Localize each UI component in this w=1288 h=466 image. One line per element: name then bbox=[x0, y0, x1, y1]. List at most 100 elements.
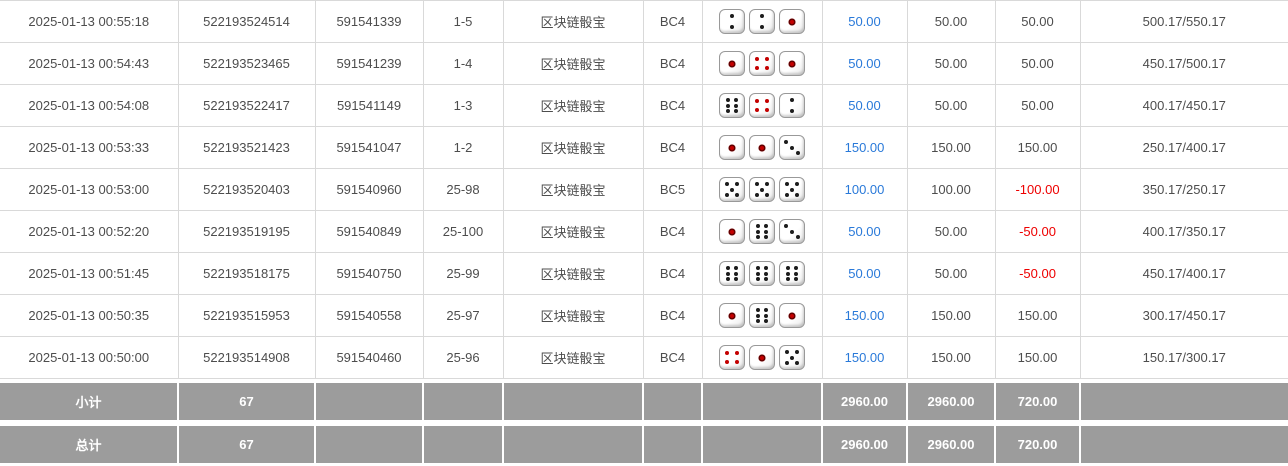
die-pip bbox=[756, 277, 761, 282]
bet-amount-link[interactable]: 50.00 bbox=[848, 98, 881, 113]
die-pip bbox=[733, 109, 738, 114]
die-pip bbox=[790, 187, 794, 192]
game-name-cell: 区块链骰宝 bbox=[502, 0, 644, 43]
die-pip bbox=[793, 265, 798, 270]
die-pip bbox=[733, 103, 738, 108]
summary-count-cell: 67 bbox=[177, 381, 316, 422]
die-6-icon bbox=[719, 261, 745, 286]
die-pip bbox=[726, 97, 731, 102]
die-6-icon bbox=[779, 261, 805, 286]
die-4-icon bbox=[749, 51, 775, 76]
die-pip bbox=[760, 187, 764, 192]
die-pip bbox=[786, 277, 791, 282]
summary-empty-cell bbox=[422, 381, 504, 422]
die-pip bbox=[735, 182, 740, 187]
bet-amount-link[interactable]: 150.00 bbox=[844, 140, 885, 155]
die-pip bbox=[763, 265, 768, 270]
die-pip bbox=[784, 350, 789, 355]
die-pip bbox=[728, 60, 736, 67]
die-pip bbox=[795, 182, 800, 187]
game-name-cell: 区块链骰宝 bbox=[502, 210, 644, 253]
dice-result-cell bbox=[701, 168, 823, 211]
die-pip bbox=[790, 98, 794, 103]
die-5-icon bbox=[779, 177, 805, 202]
die-2-icon bbox=[749, 9, 775, 34]
round-id-cell: 591540460 bbox=[314, 336, 424, 379]
die-pip bbox=[763, 271, 768, 276]
die-pip bbox=[724, 182, 729, 187]
summary-valid-bet-total-cell: 2960.00 bbox=[906, 381, 996, 422]
round-cell: 1-2 bbox=[422, 126, 504, 169]
summary-empty-cell bbox=[701, 381, 823, 422]
dice-result-icons bbox=[717, 177, 807, 202]
win-loss-cell: 150.00 bbox=[994, 294, 1081, 337]
die-pip bbox=[755, 98, 760, 103]
win-loss-cell: -50.00 bbox=[994, 210, 1081, 253]
game-name-cell: 区块链骰宝 bbox=[502, 252, 644, 295]
die-3-icon bbox=[779, 219, 805, 244]
bet-amount-cell: 150.00 bbox=[821, 294, 908, 337]
table-row: 2025-01-13 00:50:00 522193514908 591540460… bbox=[0, 336, 1288, 379]
round-id-cell: 591540750 bbox=[314, 252, 424, 295]
table-row: 2025-01-13 00:55:18 522193524514 591541339… bbox=[0, 0, 1288, 43]
bet-amount-link[interactable]: 50.00 bbox=[848, 56, 881, 71]
dice-result-cell bbox=[701, 336, 823, 379]
die-pip bbox=[765, 192, 770, 197]
win-loss-cell: 150.00 bbox=[994, 336, 1081, 379]
order-number-cell: 522193514908 bbox=[177, 336, 316, 379]
die-pip bbox=[763, 223, 768, 228]
round-cell: 25-98 bbox=[422, 168, 504, 211]
bet-amount-link[interactable]: 50.00 bbox=[848, 224, 881, 239]
die-pip bbox=[725, 360, 730, 365]
summary-empty-cell bbox=[422, 424, 504, 465]
die-pip bbox=[730, 187, 734, 192]
summary-win-loss-total-cell: 720.00 bbox=[994, 424, 1081, 465]
game-name-cell: 区块链骰宝 bbox=[502, 126, 644, 169]
bet-amount-link[interactable]: 150.00 bbox=[844, 350, 885, 365]
die-pip bbox=[730, 14, 734, 19]
balance-cell: 400.17/450.17 bbox=[1079, 84, 1288, 127]
dice-result-cell bbox=[701, 294, 823, 337]
table-name-cell: BC5 bbox=[642, 168, 703, 211]
die-pip bbox=[784, 360, 789, 365]
die-1-icon bbox=[779, 303, 805, 328]
die-pip bbox=[765, 182, 770, 187]
round-id-cell: 591540960 bbox=[314, 168, 424, 211]
table-name-cell: BC4 bbox=[642, 126, 703, 169]
bet-amount-link[interactable]: 50.00 bbox=[848, 14, 881, 29]
summary-empty-cell bbox=[642, 381, 703, 422]
die-1-icon bbox=[779, 51, 805, 76]
die-pip bbox=[763, 319, 768, 324]
balance-cell: 450.17/400.17 bbox=[1079, 252, 1288, 295]
grandtotal-row: 总计 67 2960.00 2960.00 720.00 bbox=[0, 424, 1288, 465]
die-pip bbox=[756, 223, 761, 228]
bet-time-cell: 2025-01-13 00:53:33 bbox=[0, 126, 179, 169]
round-id-cell: 591540558 bbox=[314, 294, 424, 337]
die-pip bbox=[733, 265, 738, 270]
summary-win-loss-total-cell: 720.00 bbox=[994, 381, 1081, 422]
die-6-icon bbox=[749, 261, 775, 286]
summary-empty-cell bbox=[1079, 424, 1288, 465]
die-pip bbox=[763, 313, 768, 318]
die-pip bbox=[795, 192, 800, 197]
valid-bet-cell: 150.00 bbox=[906, 336, 996, 379]
table-name-cell: BC4 bbox=[642, 252, 703, 295]
die-pip bbox=[784, 182, 789, 187]
die-pip bbox=[793, 271, 798, 276]
die-pip bbox=[724, 192, 729, 197]
bet-amount-link[interactable]: 100.00 bbox=[844, 182, 885, 197]
bet-amount-link[interactable]: 50.00 bbox=[848, 266, 881, 281]
die-1-icon bbox=[719, 135, 745, 160]
die-pip bbox=[755, 66, 760, 71]
bet-amount-link[interactable]: 150.00 bbox=[844, 308, 885, 323]
valid-bet-cell: 50.00 bbox=[906, 42, 996, 85]
summary-empty-cell bbox=[1079, 381, 1288, 422]
summary-empty-cell bbox=[701, 424, 823, 465]
order-number-cell: 522193515953 bbox=[177, 294, 316, 337]
die-pip bbox=[756, 319, 761, 324]
table-row: 2025-01-13 00:53:00 522193520403 591540960… bbox=[0, 168, 1288, 211]
die-pip bbox=[755, 108, 760, 113]
table-row: 2025-01-13 00:53:33 522193521423 591541047… bbox=[0, 126, 1288, 169]
bet-time-cell: 2025-01-13 00:54:43 bbox=[0, 42, 179, 85]
